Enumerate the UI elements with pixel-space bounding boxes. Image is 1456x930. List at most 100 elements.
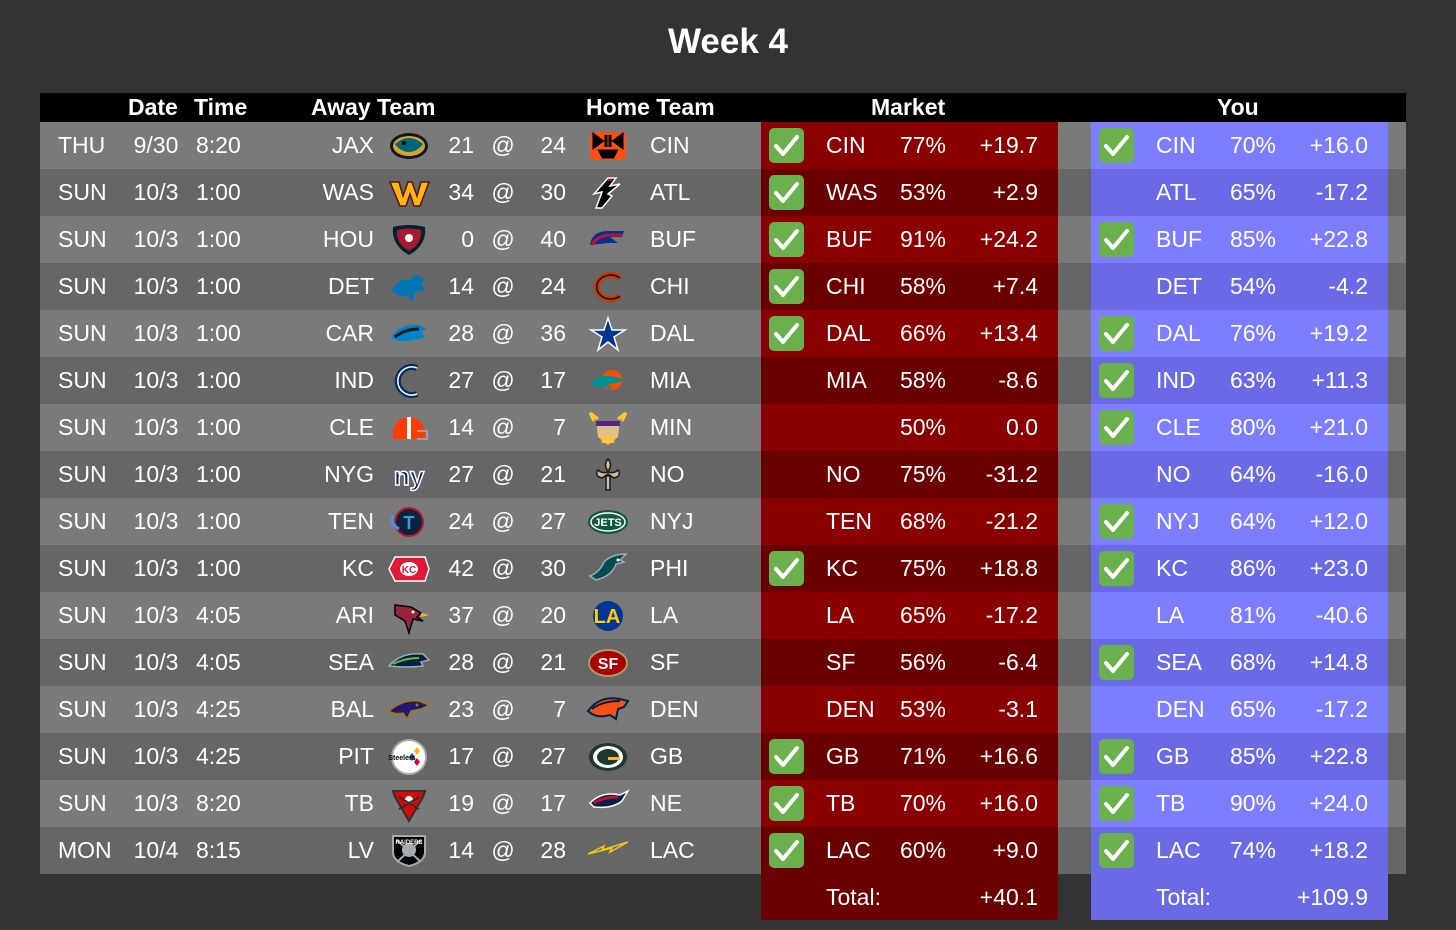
checkmark-icon — [1099, 316, 1134, 351]
market-pick-percent: 58% — [899, 367, 946, 393]
market-pick-team: TEN — [826, 508, 872, 534]
day-cell: SUN — [58, 179, 107, 205]
cardinals-logo — [387, 597, 431, 635]
you-pick-team: NO — [1156, 461, 1191, 487]
market-pick-row: 50% 0.0 — [761, 404, 1058, 451]
at-separator: @ — [491, 132, 515, 158]
header-time: Time — [194, 94, 248, 120]
checkmark-icon — [769, 551, 804, 586]
you-pick-row: DAL 76% +19.2 — [1091, 310, 1388, 357]
market-pick-points: +7.4 — [992, 273, 1038, 299]
home-team-cell: CHI — [650, 273, 690, 299]
saints-logo — [586, 456, 630, 494]
market-pick-team: DAL — [826, 320, 871, 346]
at-separator: @ — [491, 320, 515, 346]
you-pick-points: +22.8 — [1309, 226, 1368, 252]
time-cell: 1:00 — [196, 414, 241, 440]
market-pick-percent: 75% — [899, 555, 946, 581]
market-pick-percent: 50% — [899, 414, 946, 440]
market-pick-points: +18.8 — [979, 555, 1038, 581]
you-pick-percent: 90% — [1229, 790, 1276, 816]
time-cell: 8:20 — [196, 790, 241, 816]
you-pick-percent: 65% — [1229, 696, 1276, 722]
market-pick-points: +2.9 — [992, 179, 1038, 205]
checkmark-icon — [769, 739, 804, 774]
market-pick-team: WAS — [826, 179, 878, 205]
patriots-logo — [586, 785, 630, 823]
away-team-cell: WAS — [322, 179, 374, 205]
checkmark-icon — [769, 833, 804, 868]
total-value: +40.1 — [979, 884, 1038, 910]
day-cell: SUN — [58, 508, 107, 534]
market-pick-row: GB 71% +16.6 — [761, 733, 1058, 780]
away-team-cell: CLE — [329, 414, 374, 440]
you-pick-team: TB — [1156, 790, 1186, 816]
you-pick-points: -17.2 — [1315, 179, 1368, 205]
svg-text:SF: SF — [598, 656, 619, 673]
at-separator: @ — [491, 273, 515, 299]
time-cell: 1:00 — [196, 555, 241, 581]
market-pick-row: CHI 58% +7.4 — [761, 263, 1058, 310]
day-cell: THU — [58, 132, 106, 158]
market-pick-percent: 53% — [899, 696, 946, 722]
market-pick-row: LAC 60% +9.0 — [761, 827, 1058, 874]
market-pick-team: GB — [826, 743, 860, 769]
date-cell: 10/3 — [133, 555, 179, 581]
market-pick-points: +19.7 — [979, 132, 1038, 158]
you-pick-team: LA — [1156, 602, 1185, 628]
time-cell: 1:00 — [196, 226, 241, 252]
you-pick-points: +18.2 — [1309, 837, 1368, 863]
home-score-cell: 30 — [540, 555, 566, 581]
market-pick-points: +16.6 — [979, 743, 1038, 769]
you-pick-points: +19.2 — [1309, 320, 1368, 346]
market-pick-row: MIA 58% -8.6 — [761, 357, 1058, 404]
time-cell: 1:00 — [196, 367, 241, 393]
svg-text:KC: KC — [402, 565, 416, 576]
away-team-cell: IND — [334, 367, 374, 393]
away-team-cell: TB — [344, 790, 374, 816]
market-pick-points: -17.2 — [985, 602, 1038, 628]
eagles-logo — [586, 550, 630, 588]
home-team-cell: NO — [650, 461, 685, 487]
home-score-cell: 27 — [540, 508, 566, 534]
at-separator: @ — [491, 508, 515, 534]
day-cell: SUN — [58, 367, 107, 393]
away-team-cell: DET — [328, 273, 374, 299]
market-pick-points: +16.0 — [979, 790, 1038, 816]
away-score-cell: 37 — [448, 602, 474, 628]
you-pick-points: +22.8 — [1309, 743, 1368, 769]
market-pick-percent: 60% — [899, 837, 946, 863]
at-separator: @ — [491, 555, 515, 581]
checkmark-icon — [769, 269, 804, 304]
market-pick-row: KC 75% +18.8 — [761, 545, 1058, 592]
time-cell: 4:25 — [196, 743, 241, 769]
you-pick-team: IND — [1156, 367, 1196, 393]
market-column: CIN 77% +19.7 WAS 53% +2.9 BUF 91% +24.2 CHI 58% +7… — [761, 122, 1058, 920]
you-pick-row: CLE 80% +21.0 — [1091, 404, 1388, 451]
time-cell: 4:05 — [196, 602, 241, 628]
time-cell: 1:00 — [196, 508, 241, 534]
panthers-logo — [387, 315, 431, 353]
checkmark-icon — [1099, 410, 1134, 445]
away-team-cell: SEA — [327, 649, 374, 675]
seahawks-logo — [387, 644, 431, 682]
market-pick-team: LA — [826, 602, 855, 628]
date-cell: 10/3 — [133, 273, 179, 299]
home-score-cell: 40 — [540, 226, 566, 252]
buccaneers-logo — [387, 785, 431, 823]
market-pick-row: NO 75% -31.2 — [761, 451, 1058, 498]
away-score-cell: 24 — [448, 508, 474, 534]
day-cell: SUN — [58, 649, 107, 675]
time-cell: 1:00 — [196, 461, 241, 487]
day-cell: SUN — [58, 743, 107, 769]
market-pick-team: MIA — [826, 367, 867, 393]
market-pick-percent: 56% — [899, 649, 946, 675]
home-team-cell: NYJ — [650, 508, 694, 534]
home-team-cell: CIN — [650, 132, 690, 158]
you-pick-points: +11.3 — [1311, 367, 1369, 393]
you-pick-row: ATL 65% -17.2 — [1091, 169, 1388, 216]
market-pick-percent: 75% — [899, 461, 946, 487]
you-pick-team: CIN — [1156, 132, 1196, 158]
home-score-cell: 7 — [553, 696, 566, 722]
you-pick-percent: 81% — [1229, 602, 1276, 628]
